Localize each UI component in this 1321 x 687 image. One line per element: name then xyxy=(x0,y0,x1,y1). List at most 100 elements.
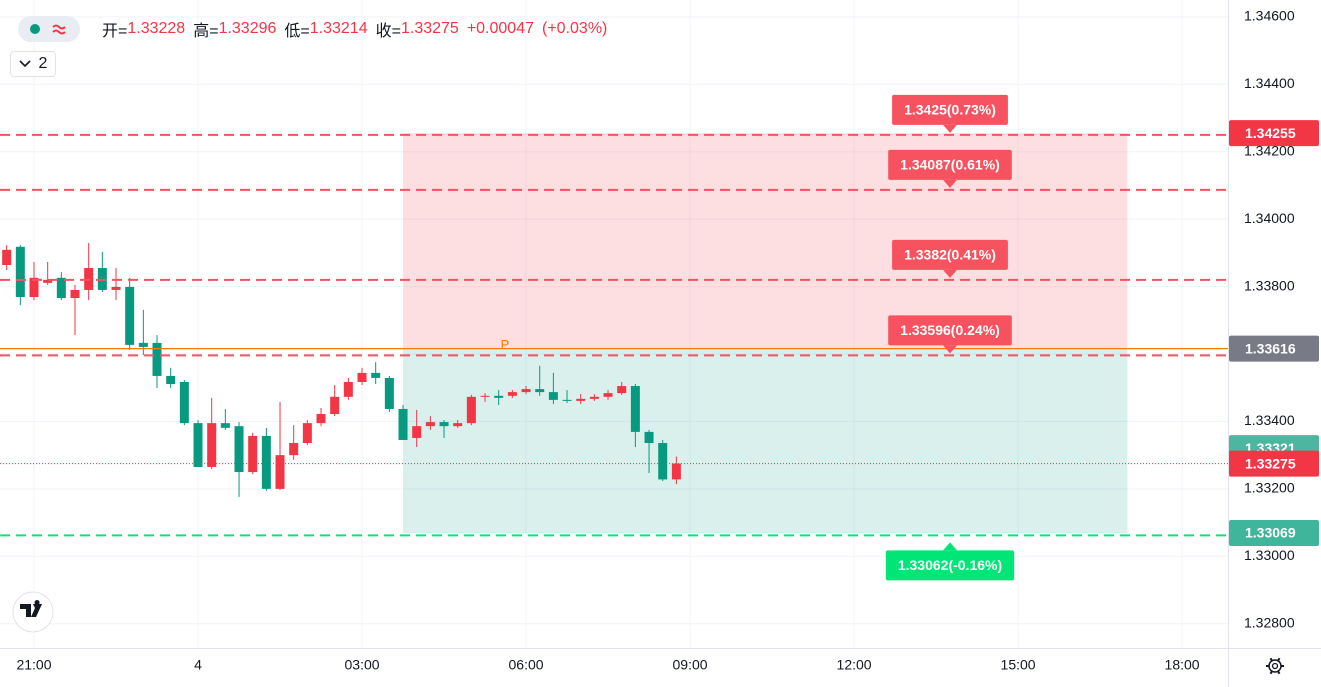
profit-zone xyxy=(403,133,1128,349)
candle-body xyxy=(2,249,12,265)
x-tick-label: 15:00 xyxy=(1001,657,1036,673)
gear-tooth xyxy=(1277,670,1281,675)
candle-body xyxy=(220,423,230,428)
open-label: 开= xyxy=(102,23,128,40)
candle-body xyxy=(535,389,545,393)
symbol-status[interactable] xyxy=(18,16,80,42)
level-label: 1.3425(0.73%) xyxy=(904,102,996,118)
candle-body xyxy=(43,279,53,283)
callout-box xyxy=(892,239,1008,270)
candle-body xyxy=(658,443,668,480)
x-tick-label: 03:00 xyxy=(345,657,380,673)
loss-zone xyxy=(403,348,1128,534)
candle-body xyxy=(275,455,285,489)
candle-body xyxy=(617,386,627,394)
entry-marker: P xyxy=(501,337,510,352)
indicator-count: 2 xyxy=(38,55,48,72)
price-label-box xyxy=(1229,120,1319,147)
candle-body xyxy=(234,426,244,473)
callout-pointer xyxy=(943,542,957,551)
change-value: +0.00047 xyxy=(466,20,534,37)
candle-body xyxy=(412,426,422,438)
callout-box xyxy=(892,94,1008,125)
price-label: 1.33069 xyxy=(1245,525,1296,541)
candle-body xyxy=(179,381,189,424)
price-label: 1.33616 xyxy=(1245,340,1296,356)
candle-body xyxy=(330,396,340,415)
candle-body xyxy=(248,435,258,473)
x-tick-label: 21:00 xyxy=(16,657,51,673)
close-value: 1.33275 xyxy=(400,20,459,37)
callout-box xyxy=(885,550,1015,581)
collapse-indicators-button[interactable]: 2 xyxy=(10,51,56,77)
candle-body xyxy=(671,463,681,480)
close-label: 收= xyxy=(375,23,401,40)
level-label: 1.34087(0.61%) xyxy=(900,157,1000,173)
candle-body xyxy=(152,342,162,376)
candle-body xyxy=(138,342,148,347)
callout-box xyxy=(888,149,1012,180)
price-label-box xyxy=(1229,450,1319,477)
level-callout: 1.3382(0.41%) xyxy=(892,239,1008,278)
candle-body xyxy=(15,246,25,298)
candle-body xyxy=(261,435,271,489)
y-tick-label: 1.34000 xyxy=(1244,210,1295,226)
x-tick-label: 06:00 xyxy=(509,657,544,673)
gear-tooth xyxy=(1269,657,1273,662)
logo-mark xyxy=(20,600,42,617)
candle-body xyxy=(70,289,80,299)
candle-body xyxy=(507,392,517,396)
level-callout: 1.33062(-0.16%) xyxy=(885,542,1015,581)
status-icons xyxy=(30,24,66,35)
tradingview-logo xyxy=(12,591,54,633)
gear-tooth xyxy=(1277,657,1281,662)
high-label: 高= xyxy=(193,23,219,40)
candle-body xyxy=(56,277,66,299)
candle-body xyxy=(29,277,39,298)
level-label: 1.3382(0.41%) xyxy=(904,247,996,263)
candle-body xyxy=(316,414,326,424)
y-tick-label: 1.34200 xyxy=(1244,142,1295,158)
candle-body xyxy=(125,286,135,345)
y-tick-label: 1.34600 xyxy=(1244,8,1295,24)
candle-body xyxy=(289,443,299,456)
candle-body xyxy=(466,396,476,424)
y-tick-label: 1.33400 xyxy=(1244,412,1295,428)
candle-body xyxy=(207,423,217,467)
callout-box xyxy=(888,315,1012,346)
candle-body xyxy=(343,381,353,397)
candle-body xyxy=(521,389,531,393)
y-tick-label: 1.32800 xyxy=(1244,614,1295,630)
candle-body xyxy=(494,395,504,398)
y-tick-label: 1.33000 xyxy=(1244,547,1295,563)
high-value: 1.33296 xyxy=(218,20,277,37)
candle-body xyxy=(439,422,449,427)
level-callout: 1.33596(0.24%) xyxy=(888,315,1012,354)
candle-body xyxy=(562,399,572,401)
market-open-dot xyxy=(30,24,40,34)
candle-body xyxy=(425,422,435,427)
level-callout: 1.3425(0.73%) xyxy=(892,94,1008,133)
y-tick-label: 1.33800 xyxy=(1244,277,1295,293)
candle-body xyxy=(480,395,490,397)
callout-pointer xyxy=(943,124,957,133)
candle-body xyxy=(302,423,312,444)
price-label-box xyxy=(1229,520,1319,547)
chevron-icon xyxy=(18,60,31,68)
level-callout: 1.34087(0.61%) xyxy=(888,149,1012,188)
price-label: 1.33275 xyxy=(1245,455,1296,471)
x-tick-label: 4 xyxy=(194,657,202,673)
low-value: 1.33214 xyxy=(309,20,368,37)
price-label: 1.34255 xyxy=(1245,125,1296,141)
callout-pointer xyxy=(943,179,957,188)
open-value: 1.33228 xyxy=(127,20,186,37)
wave-icon xyxy=(52,24,66,35)
candle-body xyxy=(603,393,613,397)
candle-body xyxy=(630,386,640,432)
settings-button[interactable] xyxy=(1266,657,1284,675)
change-percent: (+0.03%) xyxy=(542,20,608,37)
y-tick-label: 1.34400 xyxy=(1244,75,1295,91)
candle-body xyxy=(193,423,203,467)
callout-pointer xyxy=(943,269,957,278)
